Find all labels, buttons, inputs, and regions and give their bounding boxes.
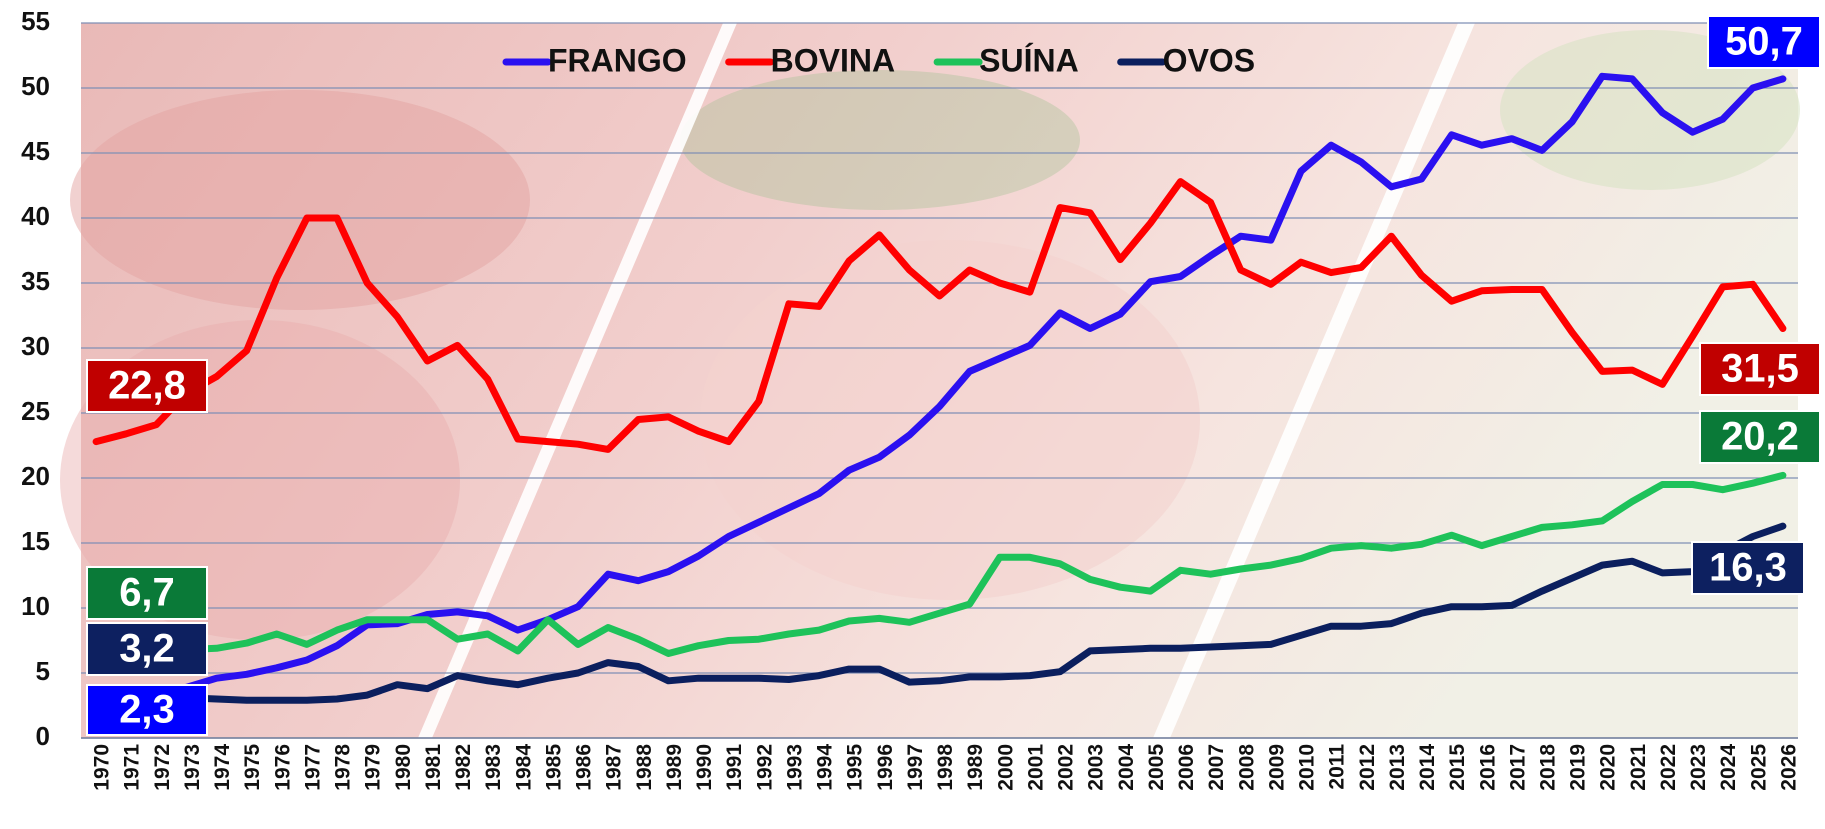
- x-tick-label: 2020: [1597, 744, 1620, 791]
- value-label: 50,7: [1725, 20, 1803, 64]
- x-tick-label: 1991: [723, 744, 746, 791]
- value-label: 2,3: [119, 688, 175, 732]
- x-tick-label: 2025: [1747, 744, 1770, 791]
- x-tick-label: 2019: [1567, 744, 1590, 791]
- y-tick-label: 55: [21, 6, 50, 36]
- legend-label: SUÍNA: [979, 42, 1079, 78]
- x-tick-label: 1997: [904, 744, 927, 791]
- x-tick-label: 2015: [1446, 744, 1469, 791]
- x-tick-label: 1977: [301, 744, 324, 791]
- x-tick-label: 1994: [814, 744, 837, 791]
- x-tick-label: 1973: [181, 744, 204, 791]
- x-tick-label: 2017: [1506, 744, 1529, 791]
- x-tick-label: 2021: [1627, 744, 1650, 791]
- value-label: 16,3: [1709, 546, 1787, 590]
- x-tick-label: 2005: [1145, 744, 1168, 791]
- x-tick-label: 1981: [422, 744, 445, 791]
- y-tick-label: 50: [21, 71, 50, 101]
- x-tick-label: 1987: [603, 744, 626, 791]
- legend-label: OVOS: [1163, 42, 1255, 78]
- value-label: 22,8: [108, 364, 186, 408]
- y-tick-label: 25: [21, 396, 50, 426]
- x-tick-label: 1972: [151, 744, 174, 791]
- x-tick-label: 2001: [1024, 744, 1047, 791]
- x-tick-label: 2002: [1055, 744, 1078, 791]
- x-tick-label: 2007: [1205, 744, 1228, 791]
- plot-background: [60, 23, 1800, 738]
- value-label: 3,2: [119, 627, 175, 671]
- x-tick-label: 2010: [1296, 744, 1319, 791]
- x-tick-label: 2008: [1235, 744, 1258, 791]
- y-tick-label: 20: [21, 461, 50, 491]
- x-tick-label: 1996: [874, 744, 897, 791]
- x-tick-label: 1988: [633, 744, 656, 791]
- x-tick-label: 1976: [271, 744, 294, 791]
- y-tick-label: 5: [36, 656, 50, 686]
- value-label: 20,2: [1721, 415, 1799, 459]
- x-tick-label: 1980: [392, 744, 415, 791]
- legend-label: BOVINA: [771, 42, 895, 78]
- x-tick-label: 1986: [573, 744, 596, 791]
- y-tick-label: 30: [21, 331, 50, 361]
- chart: 0510152025303540455055197019711972197319…: [0, 0, 1825, 824]
- x-tick-label: 1979: [362, 744, 385, 791]
- x-tick-label: 1975: [241, 744, 264, 791]
- y-tick-label: 15: [21, 526, 50, 556]
- x-tick-label: 1993: [783, 744, 806, 791]
- x-tick-label: 2016: [1476, 744, 1499, 791]
- x-tick-label: 2003: [1085, 744, 1108, 791]
- x-tick-label: 1971: [121, 744, 144, 791]
- x-tick-label: 1984: [512, 744, 535, 791]
- x-tick-label: 2011: [1326, 744, 1349, 790]
- value-label: 31,5: [1721, 347, 1799, 391]
- x-tick-label: 1983: [482, 744, 505, 791]
- x-tick-label: 1982: [452, 744, 475, 791]
- x-tick-label: 1978: [332, 744, 355, 791]
- x-tick-label: 2014: [1416, 744, 1439, 791]
- x-tick-label: 1989: [964, 744, 987, 791]
- x-tick-label: 1990: [693, 744, 716, 791]
- y-tick-label: 45: [21, 136, 50, 166]
- x-tick-label: 2023: [1687, 744, 1710, 791]
- x-tick-label: 2013: [1386, 744, 1409, 791]
- y-tick-label: 40: [21, 201, 50, 231]
- x-tick-label: 1985: [542, 744, 565, 791]
- x-tick-label: 1970: [91, 744, 114, 791]
- legend-label: FRANGO: [548, 42, 687, 78]
- x-tick-label: 2006: [1175, 744, 1198, 791]
- x-tick-label: 2000: [994, 744, 1017, 791]
- x-tick-label: 1989: [663, 744, 686, 791]
- x-tick-label: 2012: [1356, 744, 1379, 791]
- x-tick-label: 2004: [1115, 744, 1138, 791]
- value-label: 6,7: [119, 571, 175, 615]
- x-tick-label: 2026: [1777, 744, 1800, 791]
- x-tick-label: 1998: [934, 744, 957, 791]
- x-tick-label: 2018: [1537, 744, 1560, 791]
- x-tick-label: 1974: [211, 744, 234, 791]
- y-tick-label: 0: [36, 721, 50, 751]
- x-tick-label: 1995: [844, 744, 867, 791]
- x-tick-label: 2009: [1265, 744, 1288, 791]
- x-tick-label: 2024: [1717, 744, 1740, 791]
- x-tick-label: 2022: [1657, 744, 1680, 791]
- x-tick-label: 1992: [753, 744, 776, 791]
- y-tick-label: 35: [21, 266, 50, 296]
- y-tick-label: 10: [21, 591, 50, 621]
